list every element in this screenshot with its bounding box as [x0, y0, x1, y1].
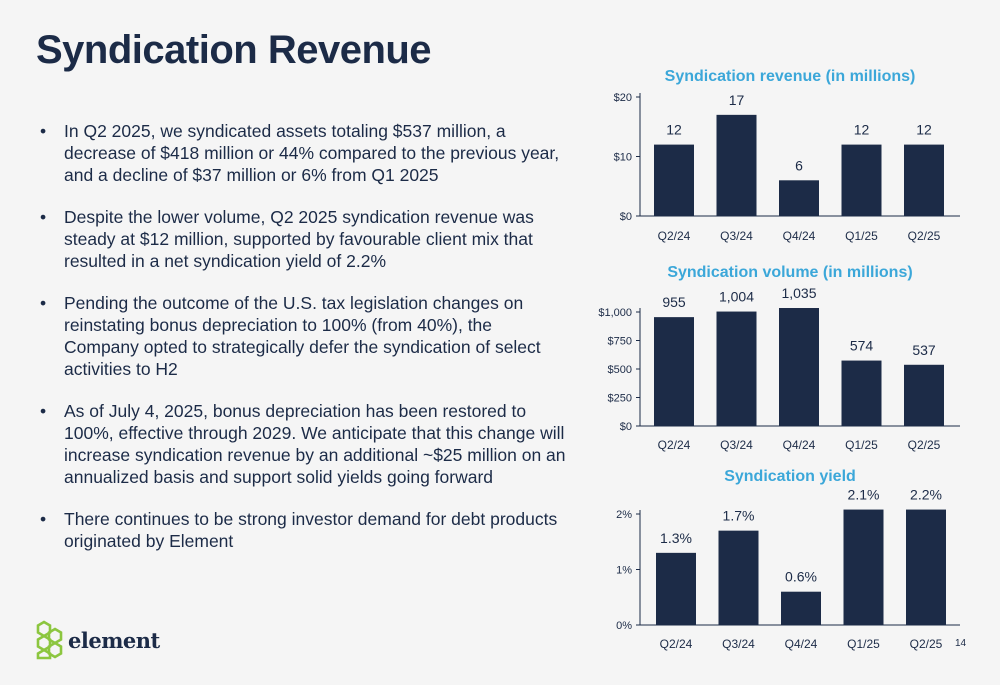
- category-label: Q1/25: [847, 637, 880, 651]
- bar: [779, 308, 819, 426]
- y-tick-label: $20: [614, 92, 632, 104]
- bullet-list: In Q2 2025, we syndicated assets totalin…: [36, 120, 566, 572]
- syndication-volume-chart: Syndication volume (in millions) $0 $250 $5…: [598, 264, 960, 452]
- y-tick-label: $750: [608, 336, 632, 348]
- bullet-item: Pending the outcome of the U.S. tax legi…: [36, 292, 566, 380]
- category-label: Q1/25: [845, 229, 878, 243]
- bar: [904, 364, 944, 426]
- bullet-item: In Q2 2025, we syndicated assets totalin…: [36, 120, 566, 186]
- data-label: 2.1%: [848, 487, 880, 503]
- category-label: Q4/24: [785, 637, 818, 651]
- bullet-item: As of July 4, 2025, bonus depreciation h…: [36, 400, 566, 488]
- y-tick-label: $0: [620, 421, 632, 433]
- y-tick-label: $10: [614, 152, 632, 164]
- bar: [654, 144, 694, 216]
- category-label: Q4/24: [783, 229, 816, 243]
- data-label: 1,035: [781, 285, 816, 301]
- data-label: 537: [912, 342, 936, 358]
- data-label: 955: [662, 294, 686, 310]
- bar: [779, 180, 819, 216]
- page-number: 14: [955, 638, 967, 649]
- chart-title: Syndication yield: [724, 468, 856, 485]
- logo-text: element: [68, 627, 160, 653]
- data-label: 12: [916, 122, 932, 138]
- data-label: 0.6%: [785, 569, 817, 585]
- syndication-revenue-chart: Syndication revenue (in millions) $0 $10 $2…: [614, 68, 960, 243]
- bar: [654, 317, 694, 426]
- bullet-item: There continues to be strong investor de…: [36, 508, 566, 552]
- bar: [904, 144, 944, 216]
- category-label: Q2/24: [658, 229, 691, 243]
- bar: [841, 360, 882, 426]
- y-tick-label: 1%: [616, 565, 632, 577]
- data-label: 1,004: [719, 289, 754, 305]
- y-tick-label: $1,000: [598, 307, 632, 319]
- bar: [656, 552, 696, 625]
- y-tick-label: 2%: [616, 509, 632, 521]
- bar: [718, 530, 759, 625]
- data-label: 2.2%: [910, 487, 942, 503]
- data-label: 6: [795, 157, 803, 173]
- data-label: 12: [854, 122, 870, 138]
- syndication-yield-chart: Syndication yield 0% 1% 2% 1.3% Q2/24 1.7% Q3/2…: [616, 468, 960, 651]
- category-label: Q3/24: [720, 229, 753, 243]
- category-label: Q1/25: [845, 438, 878, 452]
- bar: [781, 591, 821, 625]
- data-label: 17: [729, 92, 745, 108]
- category-label: Q2/25: [908, 229, 941, 243]
- bar: [716, 114, 757, 216]
- category-label: Q2/24: [660, 637, 693, 651]
- bar: [841, 144, 882, 216]
- category-label: Q2/24: [658, 438, 691, 452]
- bullet-item: Despite the lower volume, Q2 2025 syndic…: [36, 206, 566, 272]
- y-tick-label: $0: [620, 211, 632, 223]
- hexagon-logo-icon: [36, 620, 63, 660]
- category-label: Q3/24: [720, 438, 753, 452]
- category-label: Q2/25: [910, 637, 943, 651]
- y-tick-label: $500: [608, 364, 632, 376]
- page-title: Syndication Revenue: [36, 28, 432, 72]
- data-label: 574: [850, 338, 874, 354]
- chart-title: Syndication volume (in millions): [667, 264, 912, 281]
- bar: [716, 311, 757, 426]
- bar: [906, 509, 946, 625]
- category-label: Q2/25: [908, 438, 941, 452]
- bar: [843, 509, 884, 625]
- chart-title: Syndication revenue (in millions): [665, 68, 916, 85]
- y-tick-label: $250: [608, 393, 632, 405]
- company-logo: element: [34, 620, 160, 660]
- category-label: Q3/24: [722, 637, 755, 651]
- data-label: 12: [666, 122, 682, 138]
- category-label: Q4/24: [783, 438, 816, 452]
- data-label: 1.3%: [660, 530, 692, 546]
- y-tick-label: 0%: [616, 620, 632, 632]
- data-label: 1.7%: [723, 508, 755, 524]
